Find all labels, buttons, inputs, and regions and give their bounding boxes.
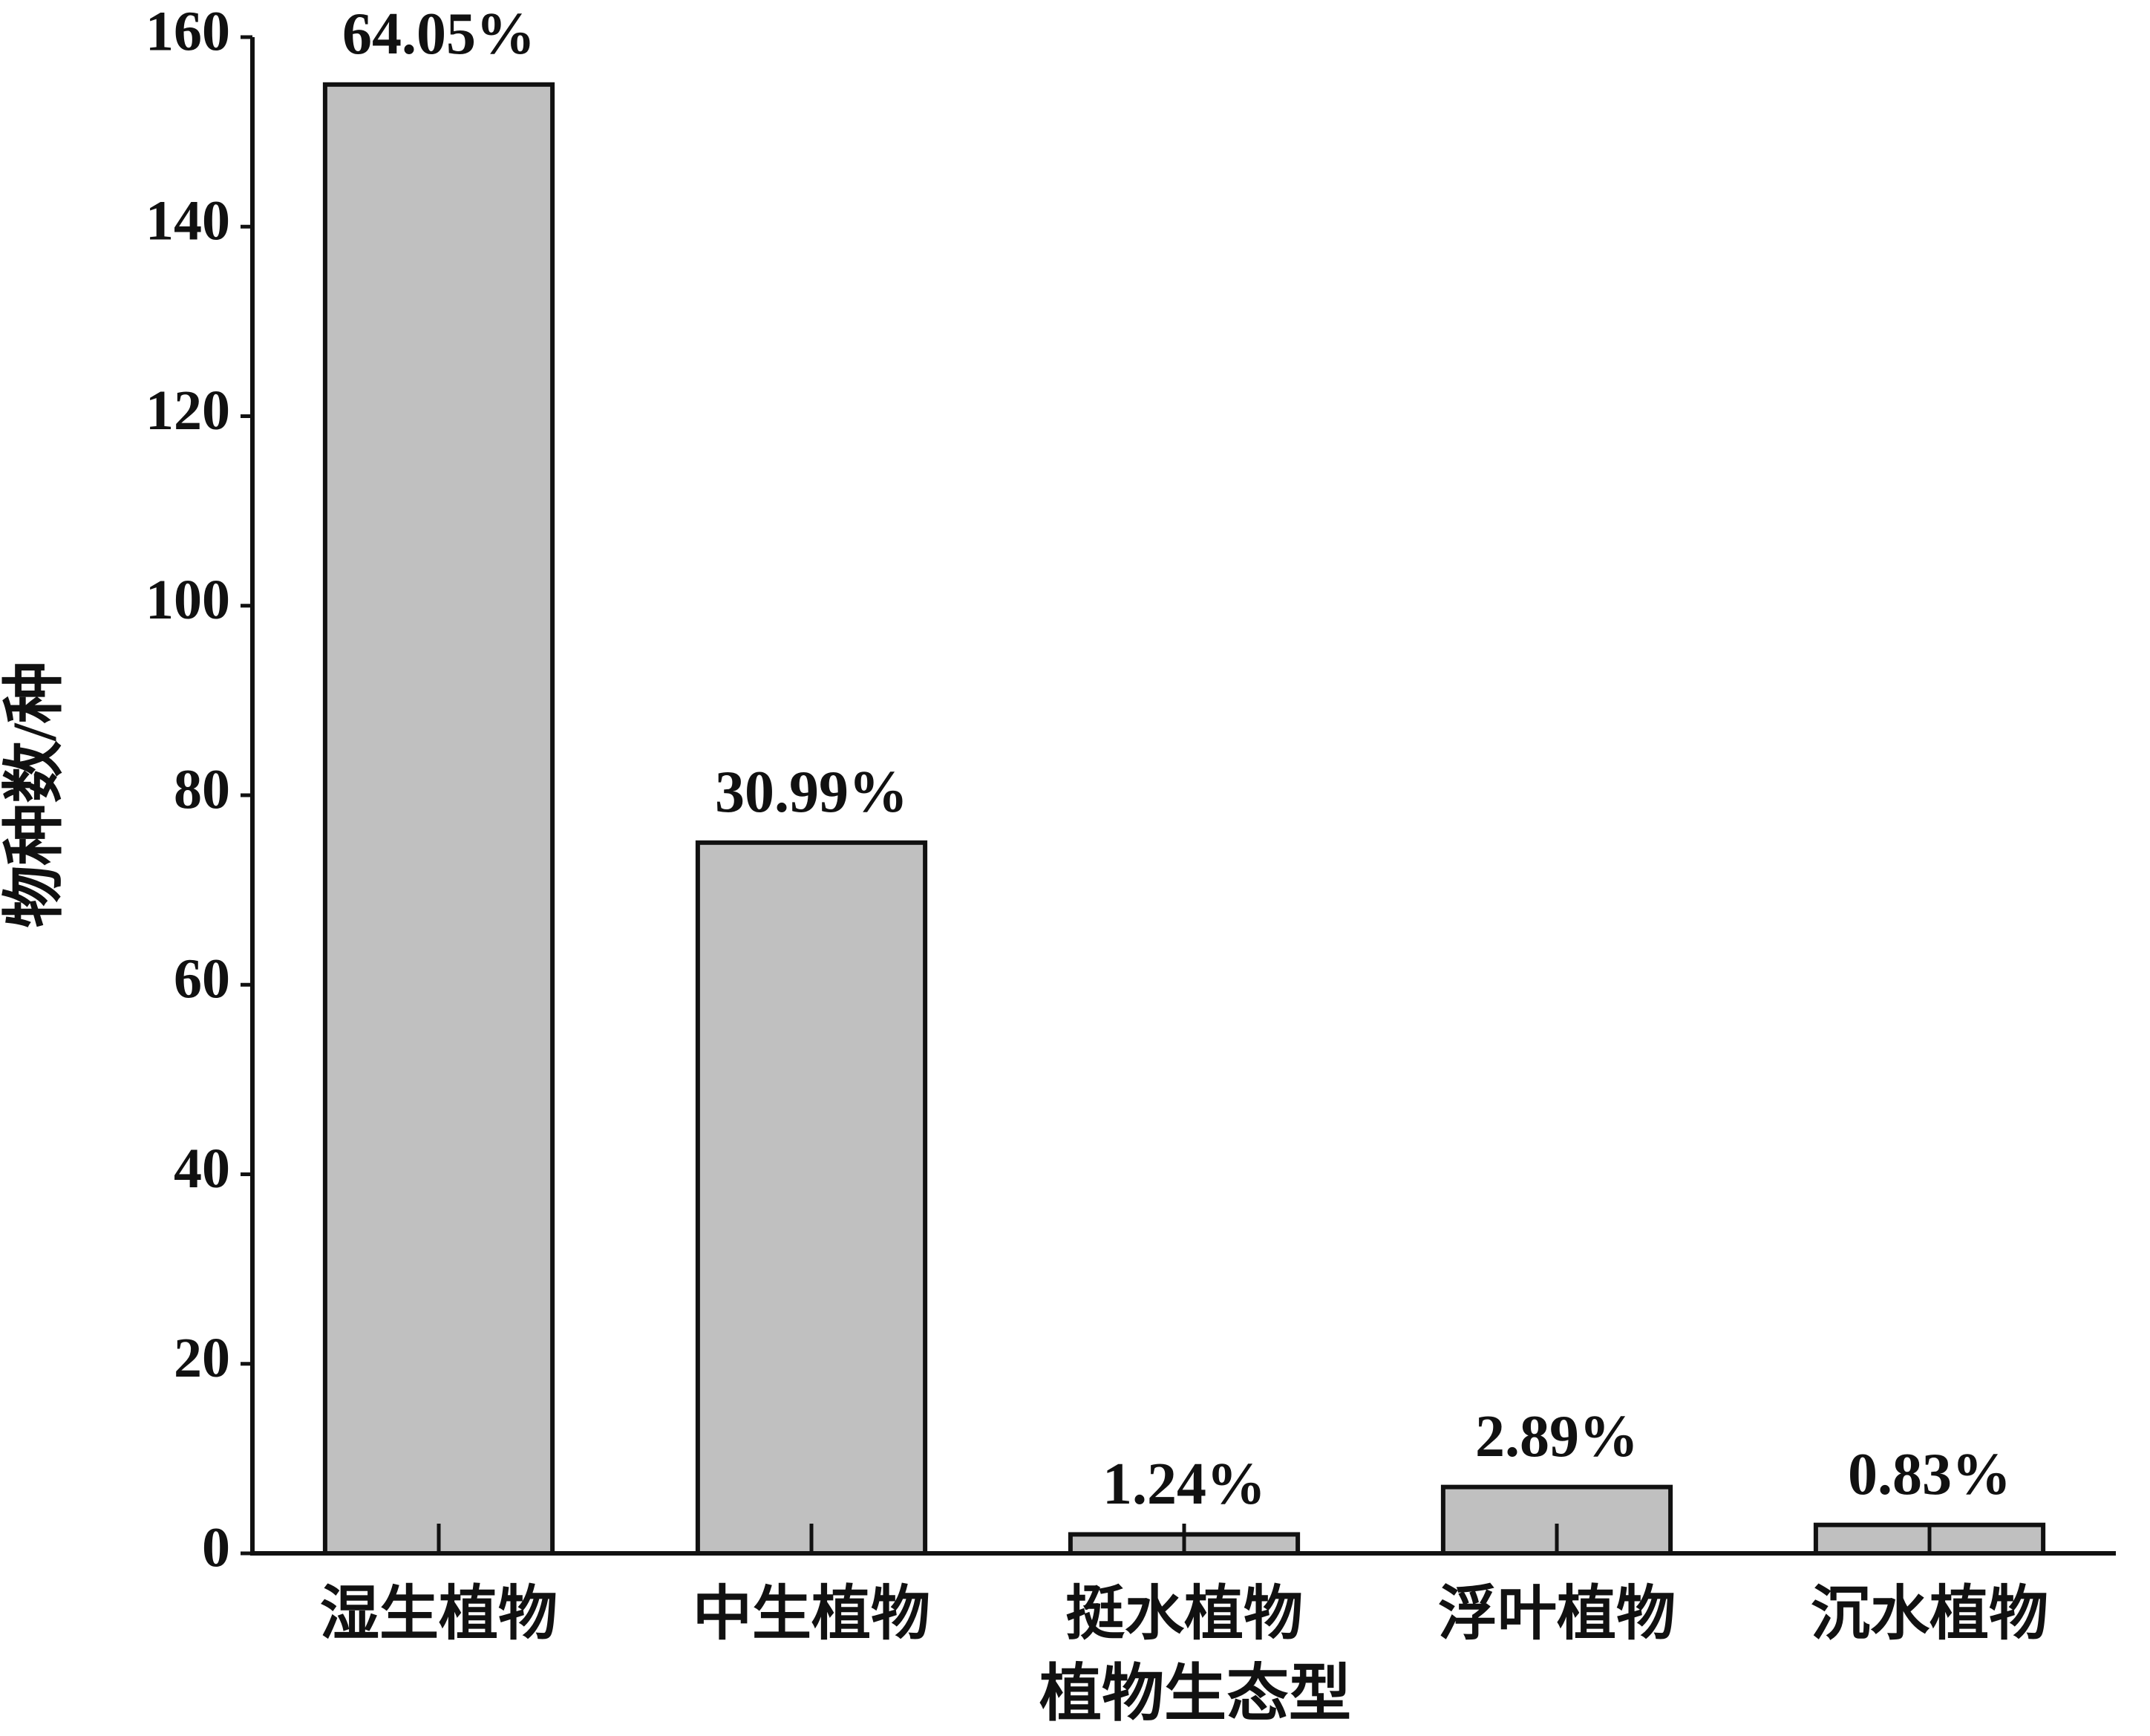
y-tick-label: 100 [146, 569, 230, 631]
data-label: 2.89% [1475, 1404, 1638, 1469]
y-tick-label: 160 [146, 0, 230, 62]
data-label: 30.99% [715, 760, 908, 825]
data-label: 1.24% [1102, 1452, 1266, 1517]
x-axis-title: 植物生态型 [1039, 1660, 1351, 1729]
y-tick-label: 140 [146, 190, 230, 252]
x-tick-label: 湿生植物 [320, 1582, 558, 1647]
y-tick-label: 20 [174, 1327, 230, 1389]
bar [322, 82, 555, 1556]
y-axis-title: 物种数/种 [0, 661, 69, 927]
x-tick-label: 沉水植物 [1811, 1582, 2048, 1647]
x-tick-label: 浮叶植物 [1438, 1582, 1676, 1647]
data-label: 0.83% [1848, 1442, 2011, 1507]
bar [695, 840, 928, 1556]
y-tick-label: 40 [174, 1138, 230, 1200]
y-tick-label: 120 [146, 379, 230, 442]
x-tick-label: 中生植物 [693, 1582, 930, 1647]
x-tick-label: 挺水植物 [1065, 1582, 1303, 1647]
y-tick-label: 80 [174, 758, 230, 820]
y-tick-label: 60 [174, 948, 230, 1011]
y-tick-label: 0 [202, 1516, 230, 1579]
data-label: 64.05% [342, 1, 535, 67]
